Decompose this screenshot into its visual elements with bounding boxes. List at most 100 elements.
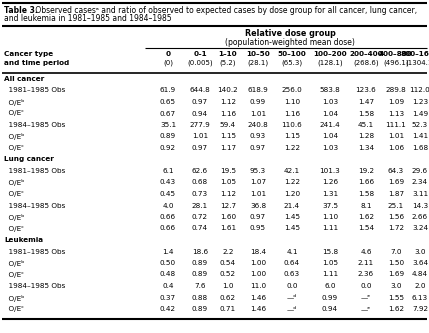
Text: 1.45: 1.45: [284, 225, 300, 231]
Text: 21.4: 21.4: [284, 202, 300, 208]
Text: 0.4: 0.4: [162, 283, 174, 289]
Text: O/Eᶜ: O/Eᶜ: [4, 191, 24, 197]
Text: 1.45: 1.45: [284, 214, 300, 220]
Text: 4.6: 4.6: [360, 248, 372, 254]
Text: 2.2: 2.2: [222, 248, 234, 254]
Text: 14.3: 14.3: [412, 202, 428, 208]
Text: 12.7: 12.7: [220, 202, 236, 208]
Text: Lung cancer: Lung cancer: [4, 157, 54, 163]
Text: 110.6: 110.6: [281, 122, 302, 128]
Text: (128.1): (128.1): [317, 60, 343, 67]
Text: 37.5: 37.5: [322, 202, 338, 208]
Text: 1.47: 1.47: [358, 99, 374, 105]
Text: 1.05: 1.05: [322, 260, 338, 266]
Text: 3.64: 3.64: [412, 260, 428, 266]
Text: 4.1: 4.1: [286, 248, 298, 254]
Text: 19.2: 19.2: [358, 168, 374, 174]
Text: 0.89: 0.89: [192, 306, 208, 312]
Text: 45.1: 45.1: [358, 122, 374, 128]
Text: 0.99: 0.99: [250, 99, 266, 105]
Text: 0.67: 0.67: [160, 111, 176, 117]
Text: O/Eᶜ: O/Eᶜ: [4, 145, 24, 151]
Text: and time period: and time period: [4, 60, 69, 66]
Text: 1.58: 1.58: [358, 191, 374, 197]
Text: 1.62: 1.62: [388, 306, 404, 312]
Text: 1.15: 1.15: [220, 134, 236, 140]
Text: 1.06: 1.06: [388, 145, 404, 151]
Text: (0.005): (0.005): [187, 60, 213, 67]
Text: 0.93: 0.93: [250, 134, 266, 140]
Text: 28.1: 28.1: [192, 202, 208, 208]
Text: 241.4: 241.4: [320, 122, 340, 128]
Text: 1.10: 1.10: [322, 214, 338, 220]
Text: 1.22: 1.22: [284, 179, 300, 185]
Text: 0.54: 0.54: [220, 260, 236, 266]
Text: 3.11: 3.11: [412, 191, 428, 197]
Text: 0.68: 0.68: [192, 179, 208, 185]
Text: 1.01: 1.01: [250, 191, 266, 197]
Text: 7.92: 7.92: [412, 306, 428, 312]
Text: 6.1: 6.1: [162, 168, 174, 174]
Text: 1.10: 1.10: [284, 99, 300, 105]
Text: 1.69: 1.69: [388, 271, 404, 277]
Text: 0.43: 0.43: [160, 179, 176, 185]
Text: O/Eᶜ: O/Eᶜ: [4, 271, 24, 277]
Text: 1.01: 1.01: [388, 134, 404, 140]
Text: All cancer: All cancer: [4, 76, 44, 82]
Text: 1.58: 1.58: [358, 111, 374, 117]
Text: 1.41: 1.41: [412, 134, 428, 140]
Text: 1.55: 1.55: [388, 294, 404, 300]
Text: 1.28: 1.28: [358, 134, 374, 140]
Text: 0.88: 0.88: [192, 294, 208, 300]
Text: 0.97: 0.97: [250, 145, 266, 151]
Text: O/Eᵇ: O/Eᵇ: [4, 214, 24, 221]
Text: 0.94: 0.94: [192, 111, 208, 117]
Text: Cancer type: Cancer type: [4, 51, 53, 57]
Text: 1.05: 1.05: [220, 179, 236, 185]
Text: 0.63: 0.63: [284, 271, 300, 277]
Text: 0.92: 0.92: [160, 145, 176, 151]
Text: O/Eᵇ: O/Eᵇ: [4, 179, 24, 186]
Text: 2.34: 2.34: [412, 179, 428, 185]
Text: 100–200: 100–200: [313, 51, 347, 57]
Text: (268.6): (268.6): [353, 60, 379, 67]
Text: 1.03: 1.03: [322, 99, 338, 105]
Text: 0.94: 0.94: [322, 306, 338, 312]
Text: 618.9: 618.9: [248, 88, 269, 94]
Text: 1.01: 1.01: [250, 111, 266, 117]
Text: —ᵉ: —ᵉ: [361, 294, 371, 300]
Text: Relative dose group: Relative dose group: [245, 29, 335, 38]
Text: 2.36: 2.36: [358, 271, 374, 277]
Text: 1.16: 1.16: [284, 111, 300, 117]
Text: 0.89: 0.89: [192, 260, 208, 266]
Text: 1.17: 1.17: [220, 145, 236, 151]
Text: 1.46: 1.46: [250, 306, 266, 312]
Text: 0.66: 0.66: [160, 225, 176, 231]
Text: 277.9: 277.9: [190, 122, 210, 128]
Text: 0.71: 0.71: [220, 306, 236, 312]
Text: 1.00: 1.00: [250, 271, 266, 277]
Text: 0.72: 0.72: [192, 214, 208, 220]
Text: 1.12: 1.12: [220, 99, 236, 105]
Text: 0.66: 0.66: [160, 214, 176, 220]
Text: 3.0: 3.0: [390, 283, 402, 289]
Text: 2.11: 2.11: [358, 260, 374, 266]
Text: —ᵈ: —ᵈ: [287, 306, 297, 312]
Text: 1.61: 1.61: [220, 225, 236, 231]
Text: 0.97: 0.97: [250, 214, 266, 220]
Text: 18.4: 18.4: [250, 248, 266, 254]
Text: 0.89: 0.89: [192, 271, 208, 277]
Text: 1.09: 1.09: [388, 99, 404, 105]
Text: 1–10: 1–10: [219, 51, 237, 57]
Text: 1.4: 1.4: [162, 248, 174, 254]
Text: 1.04: 1.04: [322, 111, 338, 117]
Text: 1.16: 1.16: [220, 111, 236, 117]
Text: 1981–1985 Obs: 1981–1985 Obs: [4, 248, 65, 254]
Text: (65.3): (65.3): [281, 60, 302, 67]
Text: 1.62: 1.62: [358, 214, 374, 220]
Text: 6.13: 6.13: [412, 294, 428, 300]
Text: 101.3: 101.3: [320, 168, 340, 174]
Text: Leukemia: Leukemia: [4, 237, 43, 243]
Text: O/Eᵇ: O/Eᵇ: [4, 294, 24, 301]
Text: 0.64: 0.64: [284, 260, 300, 266]
